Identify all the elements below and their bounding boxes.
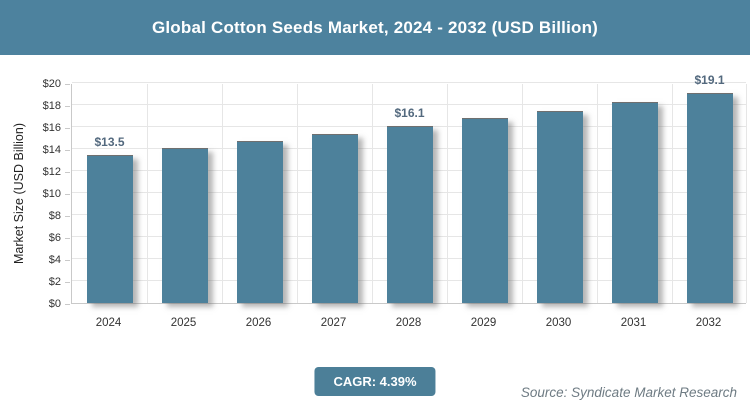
x-tick-label-2028: 2028 <box>395 317 422 329</box>
y-tick-label-8: $8 <box>48 210 61 222</box>
bar-2031 <box>611 101 658 303</box>
plot-area: $13.5 $16.1 $19.1 <box>71 73 747 304</box>
gridline-vertical <box>147 84 148 303</box>
y-tick-mark <box>65 194 70 195</box>
gridline-vertical <box>672 84 673 303</box>
source-text: Source: Syndicate Market Research <box>520 385 737 400</box>
x-tick-label-2026: 2026 <box>245 317 272 329</box>
cagr-badge-label: CAGR: 4.39% <box>333 374 417 389</box>
y-tick-label-2: $2 <box>48 276 61 288</box>
x-tick-label-2029: 2029 <box>470 317 497 329</box>
bar-value-label-2032: $19.1 <box>694 72 725 87</box>
gridline-horizontal <box>72 82 746 83</box>
x-tick-label-2030: 2030 <box>545 317 572 329</box>
x-tick-label-2024: 2024 <box>95 317 122 329</box>
bar-2027 <box>311 133 358 303</box>
gridline-vertical <box>372 84 373 303</box>
bar-2024 <box>86 154 133 303</box>
bar-value-label-2028: $16.1 <box>394 105 425 120</box>
y-axis: $0 $2 $4 $6 $8 $10 $12 $14 $16 $18 $20 <box>0 78 71 310</box>
bar-2026 <box>236 141 283 303</box>
x-tick-label-2025: 2025 <box>170 317 197 329</box>
bar-2025 <box>161 147 208 303</box>
gridline-vertical <box>746 84 747 303</box>
y-tick-mark <box>65 304 70 305</box>
bar-2028 <box>386 125 433 303</box>
y-tick-label-20: $20 <box>42 78 61 90</box>
y-tick-mark <box>65 128 70 129</box>
y-tick-label-16: $16 <box>42 122 61 134</box>
bar-2030 <box>536 110 583 303</box>
y-tick-mark <box>65 260 70 261</box>
x-tick-label-2027: 2027 <box>320 317 347 329</box>
gridline-vertical <box>597 84 598 303</box>
y-tick-label-18: $18 <box>42 100 61 112</box>
y-tick-label-10: $10 <box>42 188 61 200</box>
y-tick-mark <box>65 172 70 173</box>
chart-title: Global Cotton Seeds Market, 2024 - 2032 … <box>151 17 599 37</box>
gridline-vertical <box>222 84 223 303</box>
bar-2029 <box>461 118 508 303</box>
gridline-horizontal <box>72 104 746 105</box>
y-tick-mark <box>65 84 70 85</box>
x-axis: 2024 2025 2026 2027 2028 2029 2030 2031 2032 <box>71 305 746 329</box>
y-tick-label-14: $14 <box>42 144 61 156</box>
y-tick-label-6: $6 <box>48 232 61 244</box>
y-tick-mark <box>65 238 70 239</box>
bar-value-label-2024: $13.5 <box>94 134 125 149</box>
x-tick-label-2031: 2031 <box>620 317 647 329</box>
gridline-vertical <box>297 84 298 303</box>
y-tick-label-0: $0 <box>48 298 61 310</box>
chart-title-banner: Global Cotton Seeds Market, 2024 - 2032 … <box>0 0 750 55</box>
y-tick-mark <box>65 282 70 283</box>
gridline-vertical <box>522 84 523 303</box>
y-tick-label-4: $4 <box>48 254 61 266</box>
y-tick-mark <box>65 106 70 107</box>
gridline-vertical <box>447 84 448 303</box>
x-tick-label-2032: 2032 <box>695 317 722 329</box>
cagr-badge: CAGR: 4.39% <box>314 367 436 396</box>
y-tick-label-12: $12 <box>42 166 61 178</box>
y-tick-mark <box>65 150 70 151</box>
bar-2032 <box>686 92 733 303</box>
y-tick-mark <box>65 216 70 217</box>
